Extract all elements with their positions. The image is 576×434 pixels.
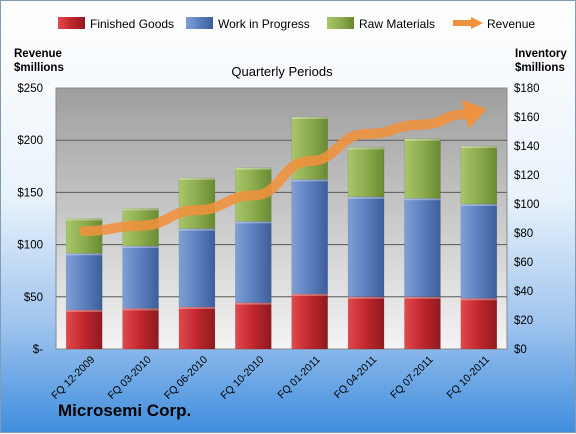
legend-label-work-in-progress: Work in Progress [218, 17, 310, 31]
bars [65, 116, 498, 350]
category-label: FQ 04-2011 [332, 354, 380, 402]
bar-finished-goods [291, 293, 328, 350]
bar-work-in-progress [65, 253, 103, 311]
revenue-line-group [79, 99, 487, 237]
bar-raw-materials [347, 147, 385, 197]
bar-work-in-progress-highlight [235, 221, 272, 224]
bar-raw-materials [291, 116, 328, 180]
bar-raw-materials-highlight [66, 218, 103, 221]
bar-work-in-progress-highlight [178, 228, 215, 231]
bar-work-in-progress [235, 221, 272, 303]
bar-finished-goods [347, 296, 385, 350]
bar-work-in-progress-highlight [404, 198, 441, 201]
bar-raw-materials [460, 145, 498, 205]
left-axis-title-line1: Revenue [14, 48, 62, 60]
bar-raw-materials-highlight [348, 147, 385, 150]
bar-raw-materials-highlight [460, 146, 497, 148]
right-tick-label: $140 [514, 141, 540, 153]
bar-finished-goods [65, 309, 103, 350]
legend-label-finished-goods: Finished Goods [90, 17, 174, 31]
right-tick-label: $20 [514, 315, 533, 327]
left-tick-label: $- [33, 344, 43, 356]
right-axis-title-line2: $millions [515, 62, 565, 74]
bar-finished-goods-highlight [235, 302, 272, 305]
bar-finished-goods [404, 296, 441, 350]
right-tick-label: $60 [514, 257, 533, 269]
bar-work-in-progress-highlight [66, 253, 103, 256]
bar-work-in-progress [460, 203, 498, 299]
bar-work-in-progress-highlight [460, 204, 497, 206]
right-tick-label: $180 [514, 83, 540, 95]
revenue-line [79, 109, 471, 237]
right-tick-label: $100 [514, 199, 540, 211]
bar-finished-goods [178, 306, 216, 350]
right-tick-label: $40 [514, 286, 533, 298]
right-axis-title-line1: Inventory [515, 48, 567, 60]
category-label: FQ 07-2011 [388, 354, 436, 402]
legend-swatch-raw-materials [327, 17, 354, 29]
bar-finished-goods-highlight [404, 296, 441, 299]
bar-work-in-progress [404, 197, 441, 298]
left-tick-label: $250 [17, 83, 43, 95]
bar-work-in-progress [178, 228, 216, 308]
bar-finished-goods-highlight [66, 309, 103, 312]
bar-raw-materials-highlight [122, 208, 159, 211]
right-axis-ticks: $0 $20 $40 $60 $80 $100 $120 $140 $160 $180 [514, 83, 540, 356]
bar-work-in-progress-highlight [122, 246, 159, 249]
legend-label-raw-materials: Raw Materials [359, 17, 435, 31]
bar-work-in-progress [291, 179, 328, 295]
right-tick-label: $80 [514, 228, 533, 240]
right-tick-label: $120 [514, 170, 540, 182]
left-tick-label: $50 [24, 292, 43, 304]
bar-finished-goods [122, 308, 159, 350]
category-label: FQ 06-2010 [162, 354, 210, 402]
category-label: FQ 03-2010 [106, 354, 154, 402]
company-name: Microsemi Corp. [58, 401, 192, 420]
bar-finished-goods [460, 298, 498, 350]
bar-work-in-progress [122, 245, 159, 309]
legend-swatch-revenue [453, 17, 483, 29]
category-label: FQ 10-2010 [218, 354, 266, 402]
bar-work-in-progress [347, 196, 385, 298]
bar-finished-goods-highlight [178, 306, 215, 309]
category-label: FQ 10-2011 [444, 354, 492, 402]
legend-swatch-work-in-progress [186, 17, 213, 29]
left-axis-title-line2: $millions [14, 62, 64, 74]
bar-work-in-progress-highlight [348, 196, 385, 199]
bar-work-in-progress-highlight [291, 179, 328, 182]
category-label: FQ 12-2009 [49, 354, 97, 402]
chart-title: Quarterly Periods [231, 64, 333, 79]
bar-finished-goods-highlight [460, 298, 497, 301]
bar-raw-materials-highlight [178, 177, 215, 180]
category-label: FQ 01-2011 [275, 354, 323, 402]
category-labels: FQ 12-2009 FQ 03-2010 FQ 06-2010 FQ 10-2010… [49, 354, 492, 402]
legend: Finished Goods Work in Progress Raw Mate… [58, 17, 535, 31]
bar-raw-materials [178, 177, 216, 229]
bar-finished-goods-highlight [348, 296, 385, 299]
revenue-arrowhead [461, 99, 487, 129]
left-axis-ticks: $- $50 $100 $150 $200 $250 [17, 83, 43, 356]
left-tick-label: $100 [17, 240, 43, 252]
bar-raw-materials-highlight [235, 167, 272, 170]
bar-raw-materials-highlight [291, 117, 328, 119]
bar-finished-goods [235, 302, 272, 350]
bar-raw-materials-highlight [404, 138, 441, 141]
bar-finished-goods-highlight [291, 293, 328, 296]
bar-raw-materials [404, 138, 441, 199]
bar-finished-goods-highlight [122, 308, 159, 311]
left-tick-label: $200 [17, 135, 43, 147]
right-tick-label: $160 [514, 112, 540, 124]
legend-label-revenue: Revenue [487, 17, 535, 31]
right-tick-label: $0 [514, 344, 527, 356]
left-tick-label: $150 [17, 187, 43, 199]
legend-swatch-finished-goods [58, 17, 85, 29]
